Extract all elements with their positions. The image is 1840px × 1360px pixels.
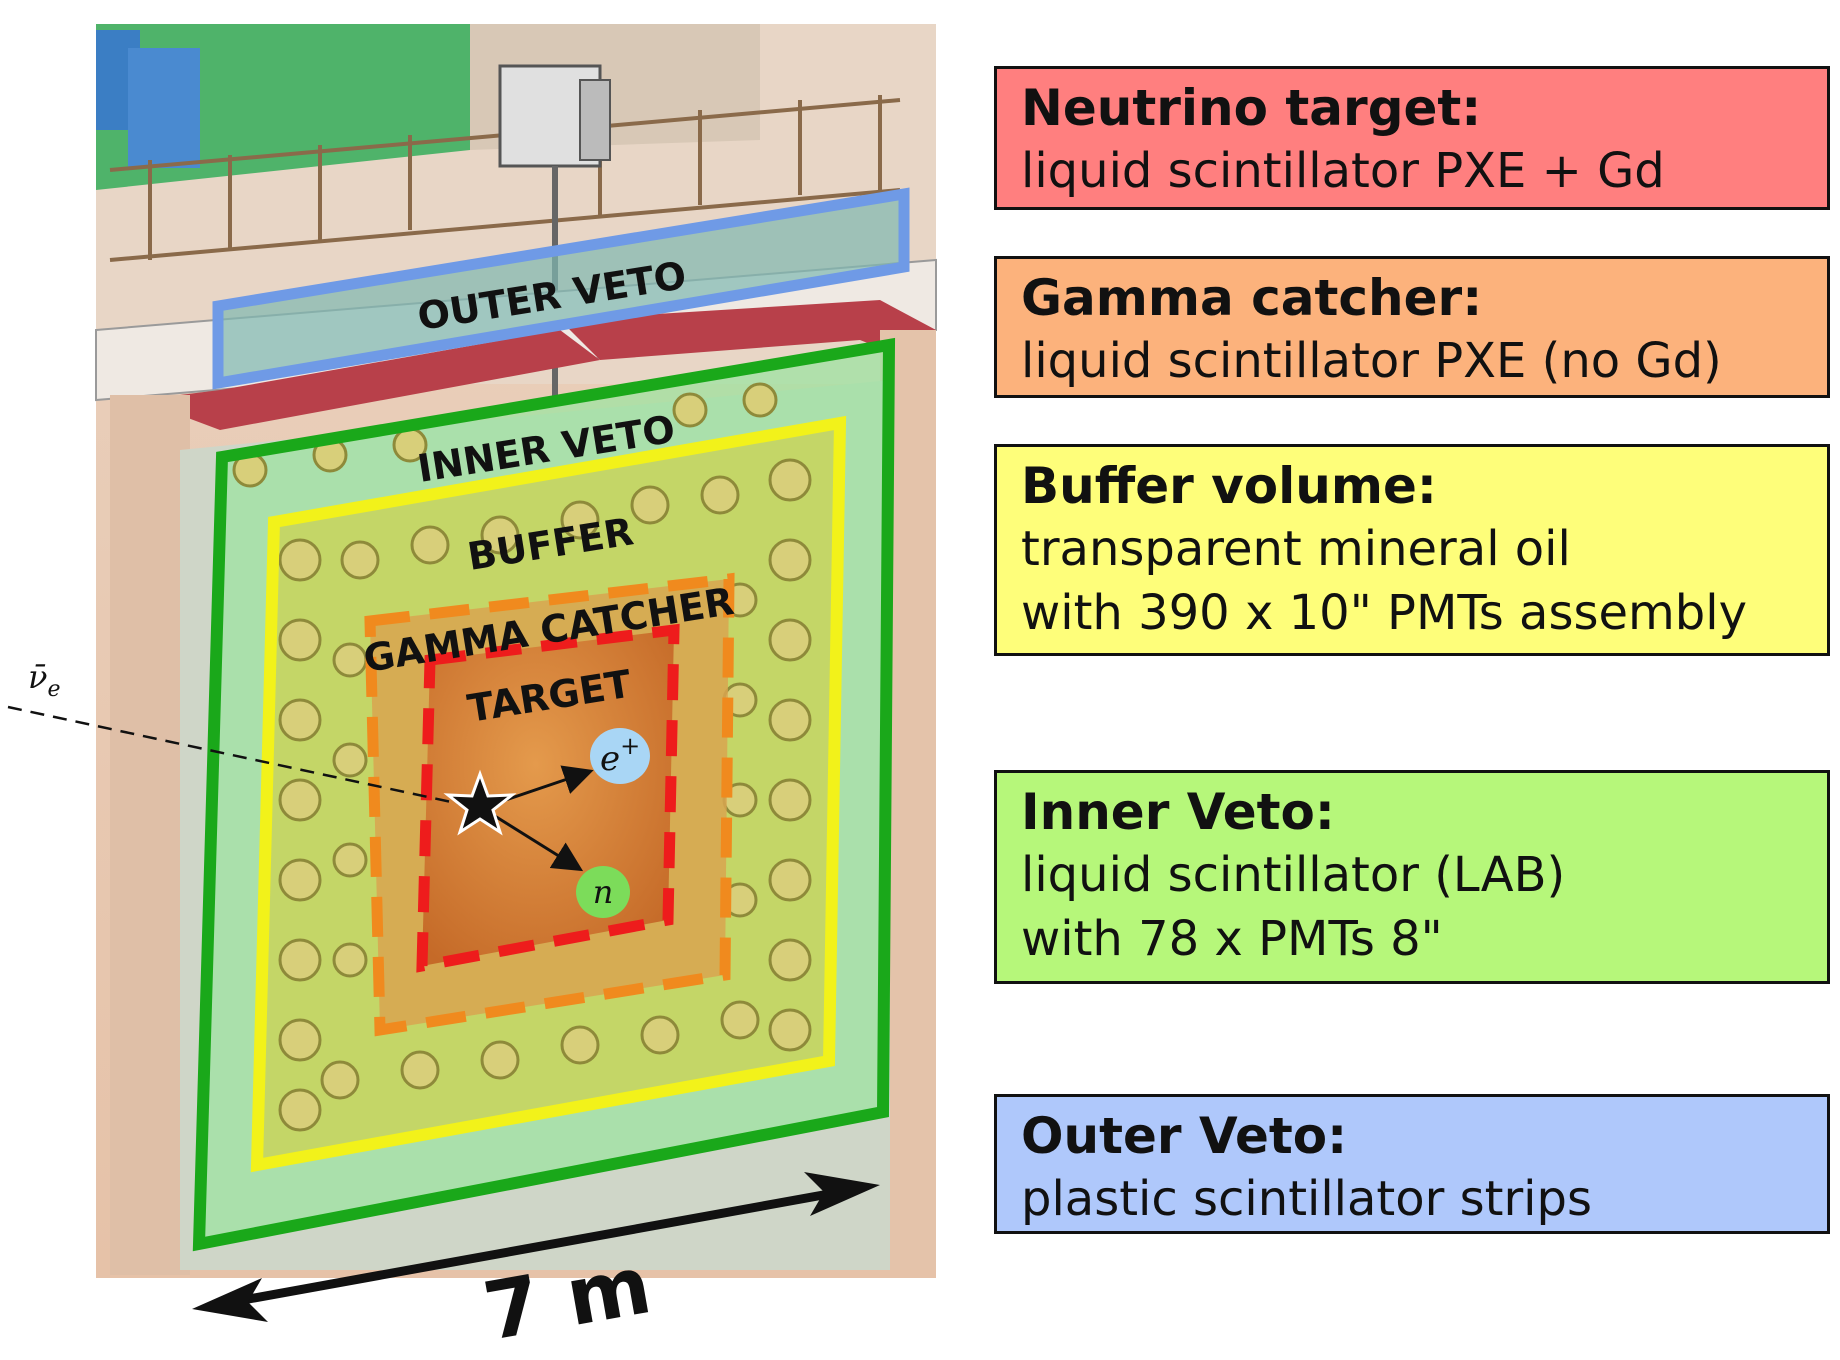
gamma-catcher-outline xyxy=(364,572,735,1037)
legend-title: Neutrino target: xyxy=(1021,79,1482,137)
legend-line: liquid scintillator (LAB) xyxy=(1021,847,1566,903)
svg-text:n: n xyxy=(593,873,614,911)
outer-veto-region xyxy=(212,187,910,390)
neutron-marker: n xyxy=(576,866,630,918)
pmt-array xyxy=(232,382,812,1132)
positron-marker: e+ xyxy=(590,728,650,784)
neutrino-path xyxy=(7,705,471,808)
legend-gamma-catcher: Gamma catcher: liquid scintillator PXE (… xyxy=(994,256,1830,398)
legend-title: Outer Veto: xyxy=(1021,1107,1348,1165)
legend-line: plastic scintillator strips xyxy=(1021,1171,1592,1227)
scale-arrow-left-head xyxy=(192,1278,268,1322)
legend-outer-veto: Outer Veto: plastic scintillator strips xyxy=(994,1094,1830,1234)
legend-title: Inner Veto: xyxy=(1021,783,1335,841)
legend-line: liquid scintillator PXE (no Gd) xyxy=(1021,333,1722,389)
calibration-device-icon xyxy=(498,64,611,400)
legend-neutrino-target: Neutrino target: liquid scintillator PXE… xyxy=(994,66,1830,210)
legend-line: with 390 x 10" PMTs assembly xyxy=(1021,585,1747,641)
buffer-outline xyxy=(250,415,847,1173)
legend-title: Gamma catcher: xyxy=(1021,269,1483,327)
target-outline xyxy=(416,623,680,973)
legend-line: transparent mineral oil xyxy=(1021,521,1571,577)
scale-arrow xyxy=(209,1183,863,1311)
inner-veto-outline xyxy=(192,337,896,1252)
legend-inner-veto: Inner Veto: liquid scintillator (LAB) wi… xyxy=(994,770,1830,984)
neutron-arrow xyxy=(481,806,584,872)
legend-line: liquid scintillator PXE + Gd xyxy=(1021,143,1665,199)
svg-text:e+: e+ xyxy=(600,732,640,779)
scale-arrow-right-head xyxy=(804,1172,880,1216)
neutrino-label: ν̄e xyxy=(28,658,60,702)
interaction-star-icon xyxy=(443,769,517,836)
legend-buffer-volume: Buffer volume: transparent mineral oil w… xyxy=(994,444,1830,656)
legend-title: Buffer volume: xyxy=(1021,457,1437,515)
legend-line: with 78 x PMTs 8" xyxy=(1021,911,1443,967)
